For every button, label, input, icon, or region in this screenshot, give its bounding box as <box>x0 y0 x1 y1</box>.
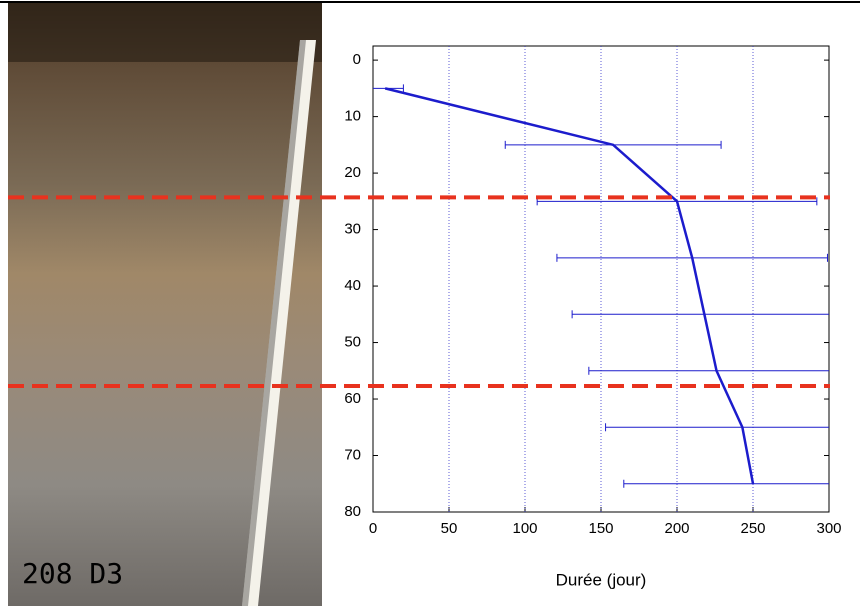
y-tick-label: 80 <box>344 503 361 520</box>
error-bar <box>623 479 829 488</box>
x-tick-label: 300 <box>816 520 841 537</box>
y-tick-label: 30 <box>344 221 361 238</box>
series-line <box>384 87 755 484</box>
x-tick-label: 200 <box>664 520 689 537</box>
y-tick-label: 0 <box>353 51 361 68</box>
x-tick-label: 0 <box>369 520 377 537</box>
y-tick-label: 10 <box>344 108 361 125</box>
y-tick-label: 70 <box>344 446 361 463</box>
x-tick-label: 50 <box>441 520 458 537</box>
y-tick-label: 60 <box>344 390 361 407</box>
x-axis-label: Durée (jour) <box>556 570 647 589</box>
x-tick-label: 100 <box>512 520 537 537</box>
x-tick-label: 150 <box>588 520 613 537</box>
plot-area <box>373 84 829 488</box>
y-tick-label: 20 <box>344 164 361 181</box>
photo-label: 208 D3 <box>22 557 123 590</box>
error-bar <box>605 423 829 432</box>
y-tick-label: 40 <box>344 277 361 294</box>
photo <box>8 2 322 606</box>
x-tick-label: 250 <box>740 520 765 537</box>
y-tick-label: 50 <box>344 334 361 351</box>
